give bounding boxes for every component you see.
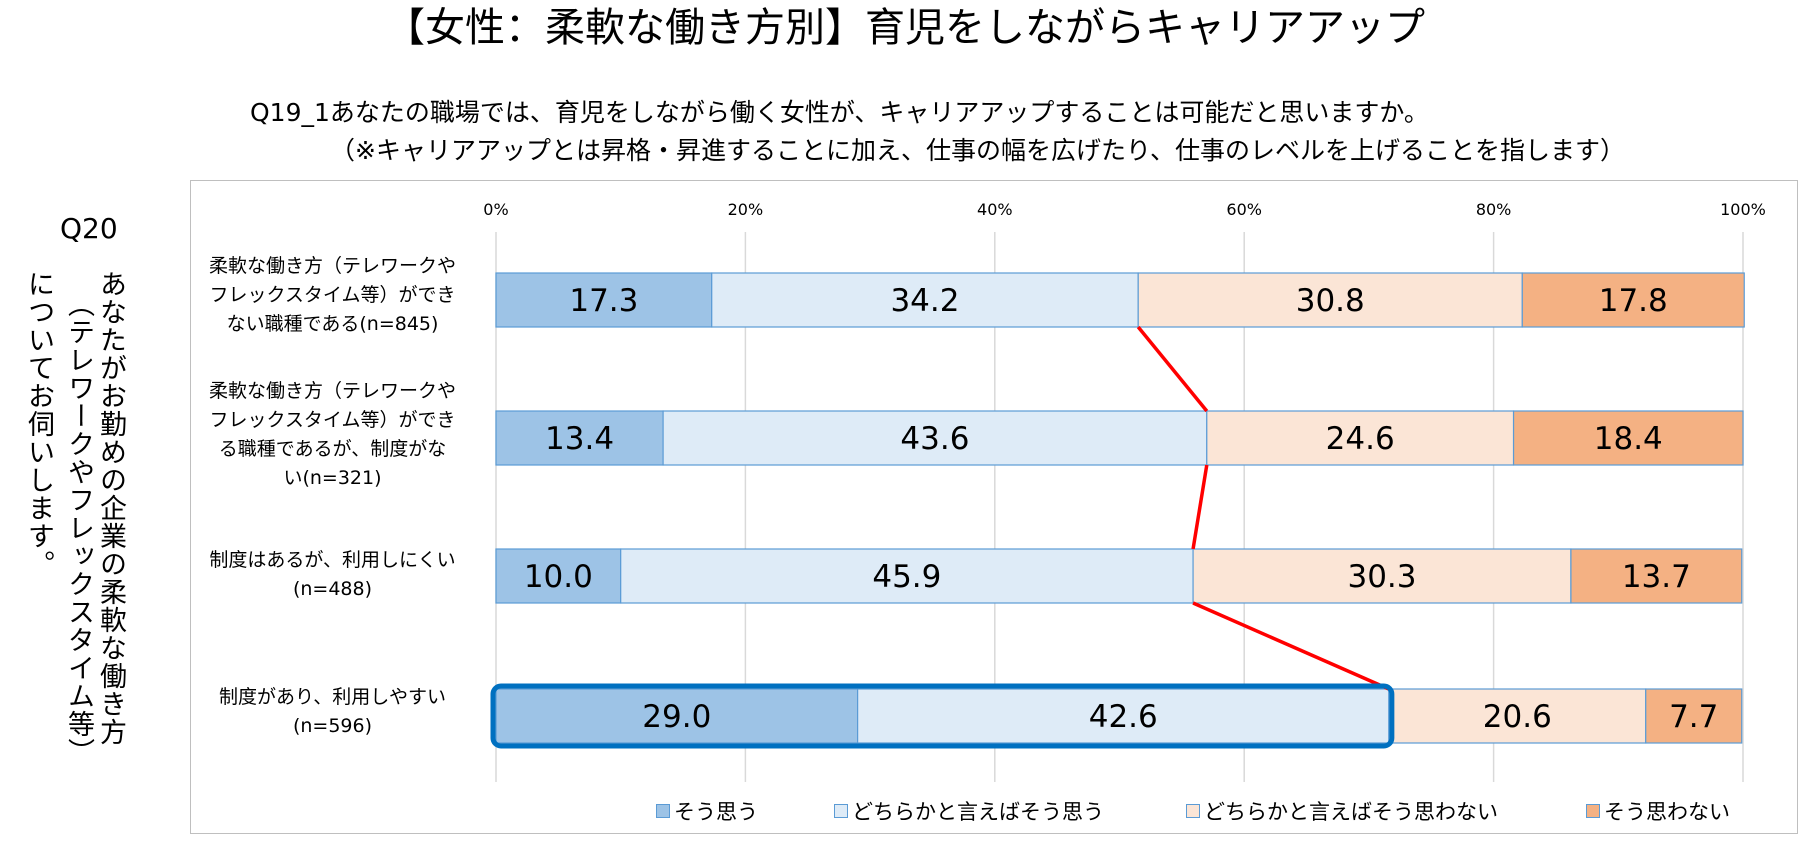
bar-segment (1137, 272, 1523, 328)
data-label: 18.4 (1594, 421, 1663, 457)
bar-segment (1206, 410, 1515, 466)
bar-segment (495, 688, 859, 744)
x-tick-label: 20% (728, 200, 764, 219)
legend-item: そう思う (656, 796, 758, 826)
bar-segment (1570, 548, 1743, 604)
category-label-line: フレックスタイム等）ができ (209, 409, 456, 431)
category-label-line: 柔軟な働き方（テレワークや (208, 380, 456, 402)
legend-item: どちらかと言えばそう思わない (1186, 796, 1498, 826)
category-label-line: い(n=321) (283, 467, 382, 489)
legend-swatch (834, 804, 848, 818)
category-label-line: 柔軟な働き方（テレワークや (208, 255, 456, 277)
page-title: 【女性：柔軟な働き方別】育児をしながらキャリアアップ (385, 5, 1425, 51)
bar-segment (1521, 272, 1745, 328)
sidebar-text-line1: あなたがお勤めの企業の柔軟な働き方 (95, 270, 126, 746)
sidebar-question-code: Q20 (60, 212, 118, 245)
legend-label: どちらかと言えばそう思わない (1204, 800, 1498, 824)
data-label: 34.2 (890, 283, 959, 319)
legend-swatch (1186, 804, 1200, 818)
question-note: （※キャリアアップとは昇格・昇進することに加え、仕事の幅を広げたり、仕事のレベル… (330, 136, 1625, 165)
bar-segment (495, 410, 664, 466)
legend-swatch (656, 804, 670, 818)
x-tick-label: 0% (483, 200, 508, 219)
data-label: 13.7 (1622, 559, 1691, 595)
x-tick-label: 80% (1476, 200, 1512, 219)
legend-label: どちらかと言えばそう思う (852, 800, 1104, 824)
category-label-line: フレックスタイム等）ができ (209, 284, 456, 306)
bar-segment (1645, 688, 1743, 744)
chart-frame (190, 180, 1798, 834)
category-label-line: る職種であるが、制度がな (218, 438, 447, 460)
x-tick-label: 40% (977, 200, 1013, 219)
data-label: 43.6 (900, 421, 969, 457)
data-label: 17.3 (569, 283, 638, 319)
data-label: 17.8 (1599, 283, 1668, 319)
category-label-line: 制度はあるが、利用しにくい (209, 549, 456, 571)
connector-line (1191, 464, 1209, 550)
sidebar-text-line2: （テレワークやフレックスタイム等） (63, 290, 94, 766)
legend-swatch (1586, 804, 1600, 818)
data-label: 30.8 (1296, 283, 1365, 319)
category-label: 柔軟な働き方（テレワークや フレックスタイム等）ができ る職種であるが、制度がな い(… (190, 377, 475, 493)
category-label: 制度があり、利用しやすい (n=596) (190, 683, 475, 741)
data-label: 20.6 (1483, 699, 1552, 735)
data-label: 10.0 (524, 559, 593, 595)
category-label: 制度はあるが、利用しにくい (n=488) (190, 546, 475, 604)
data-label: 7.7 (1669, 699, 1718, 735)
data-label: 24.6 (1326, 421, 1395, 457)
category-label: 柔軟な働き方（テレワークや フレックスタイム等）ができ ない職種である(n=845) (190, 252, 475, 339)
highlight-box (490, 683, 1395, 749)
bar-segment (1388, 688, 1647, 744)
data-label: 45.9 (872, 559, 941, 595)
bar-segment (495, 272, 713, 328)
question-text: Q19_1あなたの職場では、育児をしながら働く女性が、キャリアアップすることは可… (250, 98, 1429, 127)
category-label-line: (n=596) (292, 715, 373, 737)
data-label: 30.3 (1347, 559, 1416, 595)
category-label-line: (n=488) (292, 578, 373, 600)
legend-label: そう思う (674, 800, 758, 824)
connector-line (1192, 601, 1390, 691)
legend-label: そう思わない (1604, 800, 1730, 824)
sidebar-text-line3: についてお伺いします。 (23, 270, 54, 578)
bar-segment (1512, 410, 1744, 466)
data-label: 13.4 (545, 421, 614, 457)
bar-segment (711, 272, 1139, 328)
bar-segment (1192, 548, 1572, 604)
category-label-line: ない職種である(n=845) (226, 313, 439, 335)
legend-item: そう思わない (1586, 796, 1730, 826)
bar-segment (662, 410, 1208, 466)
connector-line (1136, 325, 1209, 413)
category-label-line: 制度があり、利用しやすい (218, 686, 447, 708)
x-tick-label: 100% (1720, 200, 1766, 219)
data-label: 42.6 (1089, 699, 1158, 735)
legend-item: どちらかと言えばそう思う (834, 796, 1104, 826)
data-label: 29.0 (642, 699, 711, 735)
bar-segment (620, 548, 1194, 604)
x-tick-label: 60% (1226, 200, 1262, 219)
bar-segment (857, 688, 1390, 744)
